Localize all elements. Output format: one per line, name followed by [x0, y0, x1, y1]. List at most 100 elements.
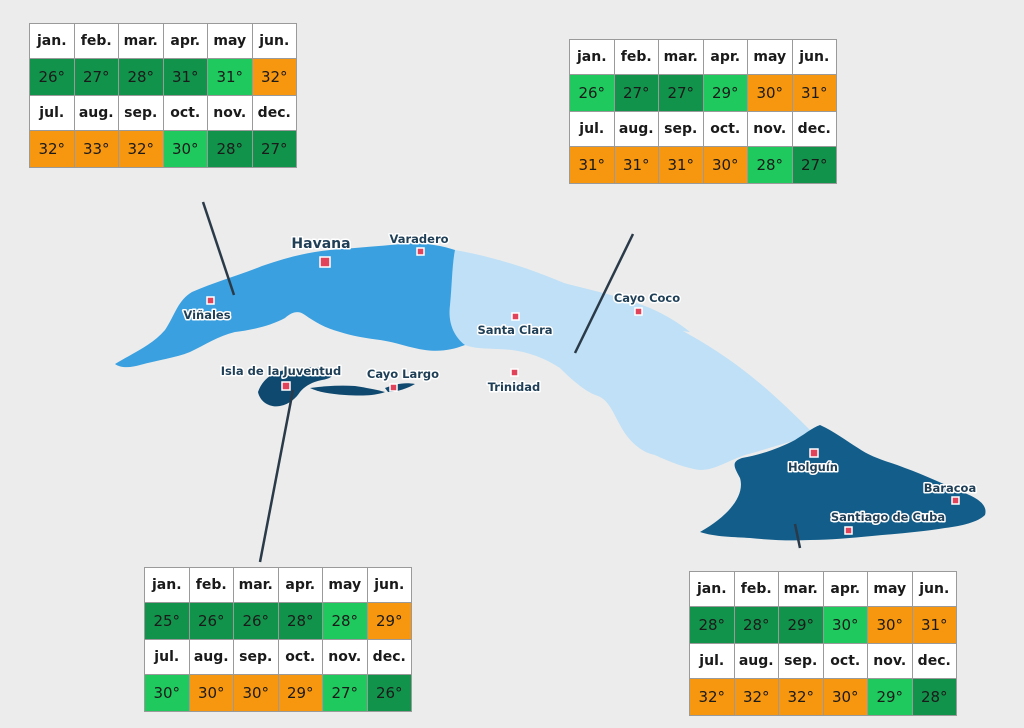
temperature-cell: 31° — [207, 58, 253, 96]
month-cell: feb. — [73, 23, 119, 59]
city-marker — [416, 247, 425, 256]
cays-north-central — [560, 282, 690, 332]
temperature-cell: 32° — [29, 130, 75, 168]
month-cell: nov. — [747, 111, 793, 147]
temperature-row: 30° 30° 30° 29° 27° 26° — [144, 674, 412, 712]
temperature-cell: 32° — [251, 58, 297, 96]
temperature-cell: 31° — [911, 606, 957, 644]
temperature-cell: 28° — [322, 602, 368, 640]
temperature-cell: 29° — [867, 678, 913, 716]
city-label-varadero: Varadero — [389, 232, 448, 246]
city-label-santa-clara: Santa Clara — [477, 323, 552, 337]
temperature-cell: 28° — [733, 606, 779, 644]
month-cell: aug. — [73, 95, 119, 131]
temperature-cell: 27° — [322, 674, 368, 712]
temperature-table-west: jan. feb. mar. apr. may jun. 26° 27° 28° 31° 31° 32… — [29, 23, 297, 168]
month-cell: apr. — [162, 23, 208, 59]
region-isla — [258, 367, 335, 407]
temperature-row: 26° 27° 27° 29° 30° 31° — [569, 74, 837, 112]
city-label-cayo-coco: Cayo Coco — [614, 291, 680, 305]
temperature-row: 32° 33° 32° 30° 28° 27° — [29, 130, 297, 168]
region-west — [115, 243, 465, 368]
month-row: jul. aug. sep. oct. nov. dec. — [689, 643, 957, 679]
temperature-row: 31° 31° 31° 30° 28° 27° — [569, 146, 837, 184]
city-label-isla: Isla de la Juventud — [221, 364, 341, 378]
month-cell: may — [322, 567, 368, 603]
month-cell: oct. — [277, 639, 323, 675]
city-marker — [389, 383, 398, 392]
month-cell: mar. — [233, 567, 279, 603]
temperature-cell: 28° — [118, 58, 164, 96]
month-cell: nov. — [867, 643, 913, 679]
city-marker — [319, 256, 331, 268]
month-cell: feb. — [733, 571, 779, 607]
temperature-cell: 31° — [791, 74, 837, 112]
temperature-table-central: jan. feb. mar. apr. may jun. 26° 27° 27° 29° 30° 31… — [569, 39, 837, 184]
month-cell: sep. — [778, 643, 824, 679]
region-central — [448, 250, 815, 470]
leader-line-east — [793, 523, 802, 549]
temperature-cell: 30° — [822, 606, 868, 644]
city-label-cayo-largo: Cayo Largo — [367, 367, 439, 381]
city-marker — [511, 312, 520, 321]
temperature-cell: 27° — [251, 130, 297, 168]
month-row: jan. feb. mar. apr. may jun. — [689, 571, 957, 607]
temperature-cell: 32° — [689, 678, 735, 716]
temperature-cell: 29° — [702, 74, 748, 112]
temperature-cell: 26° — [366, 674, 412, 712]
region-east — [700, 425, 986, 541]
month-cell: jul. — [569, 111, 615, 147]
city-label-santiago: Santiago de Cuba — [831, 510, 945, 524]
month-cell: jan. — [689, 571, 735, 607]
temperature-cell: 28° — [207, 130, 253, 168]
month-row: jul. aug. sep. oct. nov. dec. — [569, 111, 837, 147]
month-cell: aug. — [188, 639, 234, 675]
month-cell: sep. — [118, 95, 164, 131]
temperature-cell: 31° — [162, 58, 208, 96]
month-cell: mar. — [778, 571, 824, 607]
city-marker — [634, 307, 643, 316]
temperature-cell: 28° — [747, 146, 793, 184]
temperature-cell: 27° — [791, 146, 837, 184]
temperature-cell: 32° — [778, 678, 824, 716]
temperature-cell: 31° — [658, 146, 704, 184]
temperature-cell: 27° — [613, 74, 659, 112]
temperature-cell: 29° — [277, 674, 323, 712]
month-cell: jul. — [29, 95, 75, 131]
temperature-cell: 30° — [188, 674, 234, 712]
temperature-cell: 30° — [747, 74, 793, 112]
temperature-cell: 25° — [144, 602, 190, 640]
leader-line-isla — [258, 389, 295, 563]
month-cell: may — [747, 39, 793, 75]
temperature-cell: 31° — [613, 146, 659, 184]
month-cell: jan. — [569, 39, 615, 75]
temperature-cell: 33° — [73, 130, 119, 168]
temperature-cell: 26° — [29, 58, 75, 96]
month-row: jan. feb. mar. apr. may jun. — [569, 39, 837, 75]
city-markers — [206, 247, 960, 535]
temperature-cell: 26° — [188, 602, 234, 640]
month-cell: jun. — [366, 567, 412, 603]
city-label-vinales: Viñales — [183, 308, 230, 322]
city-marker — [809, 448, 819, 458]
temperature-table-east: jan. feb. mar. apr. may jun. 28° 28° 29° 30° 30° 31… — [689, 571, 957, 716]
city-label-havana: Havana — [291, 236, 350, 252]
temperature-row: 32° 32° 32° 30° 29° 28° — [689, 678, 957, 716]
city-marker — [281, 381, 291, 391]
temperature-cell: 29° — [778, 606, 824, 644]
month-cell: dec. — [366, 639, 412, 675]
month-row: jul. aug. sep. oct. nov. dec. — [144, 639, 412, 675]
city-label-trinidad: Trinidad — [488, 380, 541, 394]
temperature-cell: 32° — [733, 678, 779, 716]
month-cell: jan. — [29, 23, 75, 59]
month-cell: apr. — [702, 39, 748, 75]
city-marker — [510, 368, 519, 377]
temperature-cell: 28° — [911, 678, 957, 716]
month-cell: sep. — [658, 111, 704, 147]
city-label-baracoa: Baracoa — [924, 481, 976, 495]
month-row: jan. feb. mar. apr. may jun. — [29, 23, 297, 59]
month-row: jan. feb. mar. apr. may jun. — [144, 567, 412, 603]
month-cell: oct. — [162, 95, 208, 131]
temperature-cell: 26° — [233, 602, 279, 640]
temperature-cell: 27° — [658, 74, 704, 112]
